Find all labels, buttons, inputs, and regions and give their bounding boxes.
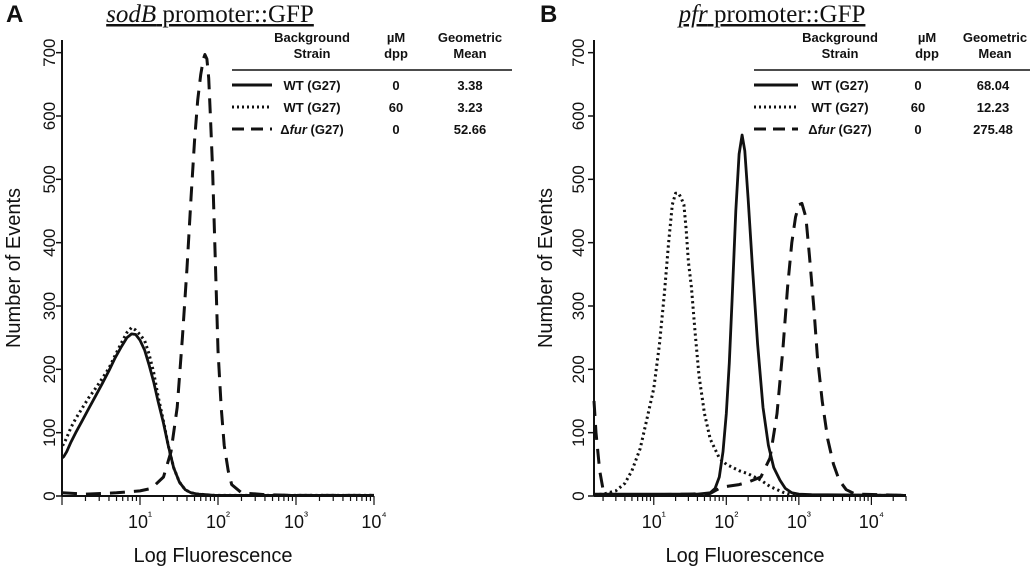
y-tick-label: 300 [40,292,59,320]
y-tick-label: 200 [569,355,588,383]
y-tick-label: 100 [569,418,588,446]
table-mean-cell: 3.38 [457,78,482,93]
table-strain-cell: WT (G27) [283,100,340,115]
series-line-solid [61,332,374,497]
x-axis-title: Log Fluorescence [134,545,293,567]
x-tick-label: 10¹ [128,509,152,532]
panel-title-rest: promoter::GFP [156,1,314,28]
table-mean-cell: 12.23 [977,100,1010,115]
series-line-dashed [61,53,374,497]
table-strain-cell: WT (G27) [811,78,868,93]
x-tick-base: 10 [787,512,807,532]
y-tick-label: 200 [40,355,59,383]
strain-name: WT (G27) [283,100,340,115]
table-mean-cell: 3.23 [457,100,482,115]
x-tick-exponent: ² [734,509,738,523]
x-axis-title: Log Fluorescence [666,545,825,567]
table-header-line1: Background [274,30,350,45]
strain-delta: Δ [808,122,817,137]
y-tick-label: 500 [569,165,588,193]
panel-title: pfr promoter::GFP [677,1,866,28]
strain-delta: Δ [280,122,289,137]
table-mean-cell: 52.66 [454,122,487,137]
x-tick-base: 10 [642,512,662,532]
y-tick-label: 0 [569,491,588,500]
x-tick-base: 10 [284,512,304,532]
panel-letter: A [6,1,23,28]
y-tick-label: 700 [40,38,59,66]
table-header-line1: Geometric [438,30,502,45]
strain-background: (G27) [835,122,872,137]
y-tick-label: 400 [40,228,59,256]
x-tick-exponent: ¹ [148,509,152,523]
y-tick-label: 600 [40,102,59,130]
x-tick-exponent: ² [226,509,230,523]
x-tick-base: 10 [714,512,734,532]
table-header-line1: Geometric [963,30,1027,45]
x-tick-exponent: ³ [807,509,811,523]
x-tick-exponent: ³ [304,509,308,523]
table-header-line1: µM [387,30,405,45]
x-tick-exponent: ⁴ [879,509,884,523]
x-tick-label: 10² [206,509,230,532]
y-tick-label: 500 [40,165,59,193]
x-tick-label: 10⁴ [361,509,386,532]
table-header-line2: Mean [453,46,486,61]
table-mean-cell: 275.48 [973,122,1013,137]
strain-gene: fur [290,122,308,137]
x-tick-label: 10² [714,509,738,532]
panel-title-gene: sodB [106,1,156,28]
table-header-line2: Strain [294,46,331,61]
table-dpp-cell: 60 [911,100,925,115]
table-header-line2: Strain [822,46,859,61]
x-tick-label: 10¹ [642,509,666,532]
x-tick-base: 10 [206,512,226,532]
x-tick-base: 10 [128,512,148,532]
strain-name: WT (G27) [811,78,868,93]
strain-name: WT (G27) [283,78,340,93]
y-tick-label: 700 [569,38,588,66]
series-line-dashed [592,201,907,497]
series-line-solid [594,133,907,497]
x-tick-exponent: ⁴ [381,509,386,523]
table-header-line1: Background [802,30,878,45]
y-tick-label: 600 [569,102,588,130]
table-dpp-cell: 0 [392,122,399,137]
table-header-line2: Mean [978,46,1011,61]
y-tick-label: 300 [569,292,588,320]
panel-title-rest: promoter::GFP [708,1,866,28]
series-line-dotted [593,191,906,497]
y-tick-label: 0 [40,491,59,500]
strain-background: (G27) [307,122,344,137]
x-tick-base: 10 [859,512,879,532]
x-tick-label: 10³ [787,509,811,532]
y-tick-label: 400 [569,228,588,256]
strain-name: WT (G27) [811,100,868,115]
table-strain-cell: Δfur (G27) [808,122,872,137]
table-dpp-cell: 60 [389,100,403,115]
x-tick-base: 10 [361,512,381,532]
table-dpp-cell: 0 [914,78,921,93]
panel-title: sodB promoter::GFP [106,1,314,28]
x-tick-label: 10⁴ [859,509,884,532]
y-tick-label: 100 [40,418,59,446]
y-axis-title: Number of Events [3,188,25,348]
series-line-dotted [61,326,374,497]
table-mean-cell: 68.04 [977,78,1010,93]
table-strain-cell: WT (G27) [811,100,868,115]
table-strain-cell: Δfur (G27) [280,122,344,137]
table-header-line2: dpp [384,46,408,61]
table-dpp-cell: 0 [914,122,921,137]
table-header-line2: dpp [915,46,939,61]
panel-letter: B [540,1,557,28]
strain-gene: fur [818,122,836,137]
x-tick-label: 10³ [284,509,308,532]
table-header-line1: µM [918,30,936,45]
panel-title-gene: pfr [677,1,708,28]
y-axis-title: Number of Events [535,188,557,348]
table-strain-cell: WT (G27) [283,78,340,93]
x-tick-exponent: ¹ [662,509,666,523]
table-dpp-cell: 0 [392,78,399,93]
